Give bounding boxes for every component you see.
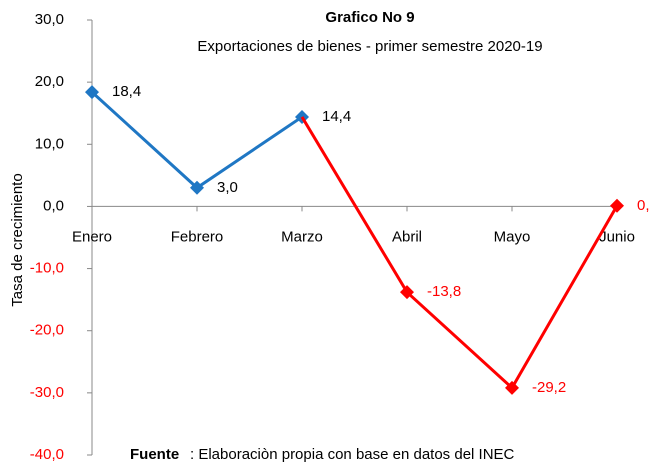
series-line: [300, 116, 619, 391]
x-tick-label: Febrero: [171, 228, 224, 245]
marker: [610, 198, 624, 213]
x-tick-label: Marzo: [281, 228, 323, 245]
y-tick-label: -40,0: [30, 446, 64, 463]
data-label: 3,0: [217, 179, 238, 196]
series-line: [90, 90, 303, 190]
data-label: 18,4: [112, 83, 141, 100]
marker: [505, 380, 519, 395]
chart-subtitle: Exportaciones de bienes - primer semestr…: [197, 38, 542, 55]
y-tick-label: -30,0: [30, 384, 64, 401]
marker: [190, 180, 204, 195]
y-tick-label: 30,0: [35, 11, 64, 28]
x-tick-label: Mayo: [494, 228, 531, 245]
data-label: 14,4: [322, 108, 351, 125]
data-label: 0,1: [637, 197, 649, 214]
y-tick-label: 20,0: [35, 73, 64, 90]
chart-title: Grafico No 9: [325, 9, 414, 26]
marker: [85, 85, 99, 100]
x-tick-label: Enero: [72, 228, 112, 245]
source-text: : Elaboraciòn propia con base en datos d…: [190, 446, 515, 463]
y-tick-label: -10,0: [30, 260, 64, 277]
marker: [400, 285, 414, 300]
y-tick-label: 0,0: [43, 197, 64, 214]
data-label: -13,8: [427, 283, 461, 300]
y-axis-label: Tasa de crecimiento: [9, 173, 26, 306]
x-tick-label: Junio: [599, 228, 635, 245]
y-tick-label: 10,0: [35, 135, 64, 152]
source-label: Fuente: [130, 446, 179, 463]
x-tick-label: Abril: [392, 228, 422, 245]
data-label: -29,2: [532, 379, 566, 396]
y-tick-label: -20,0: [30, 322, 64, 339]
